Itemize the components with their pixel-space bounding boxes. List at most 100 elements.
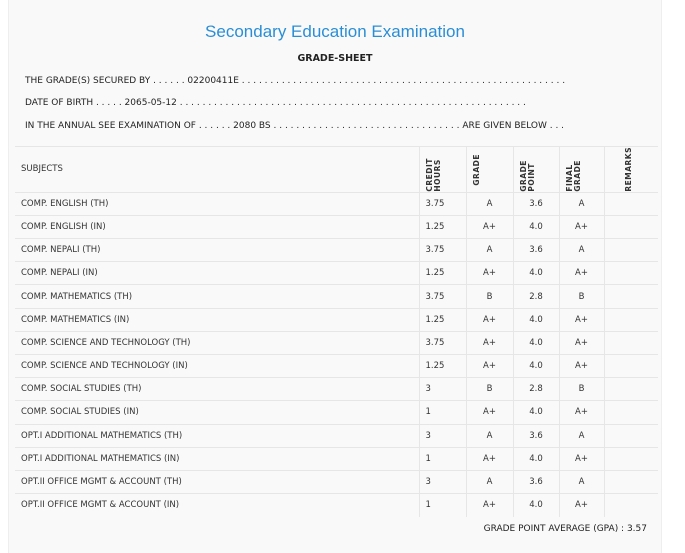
final-grade-cell: A — [558, 423, 604, 448]
final-grade-cell: A — [558, 191, 604, 216]
table-row: OPT.I ADDITIONAL MATHEMATICS (IN) 1 A+ 4.0 A… — [15, 446, 658, 471]
grade-point-cell: 3.6 — [512, 423, 559, 448]
credit-hours-cell: 1 — [418, 493, 466, 517]
header-credit-hours: CREDIT HOURS — [424, 158, 442, 192]
dob-line: DATE OF BIRTH . . . . . 2065-05-12 . . .… — [25, 98, 526, 108]
final-grade-cell: A — [558, 238, 604, 262]
subject-cell: COMP. MATHEMATICS (TH) — [15, 284, 419, 309]
table-row: OPT.I ADDITIONAL MATHEMATICS (TH) 3 A 3.6 A — [15, 423, 658, 448]
grade-sheet: Secondary Education Examination GRADE-SH… — [8, 0, 662, 553]
credit-hours-cell: 3.75 — [418, 330, 466, 355]
final-grade-cell: A+ — [558, 400, 604, 425]
credit-hours-cell: 1.25 — [418, 307, 466, 332]
grade-cell: A — [465, 238, 513, 262]
grade-point-cell: 2.8 — [512, 284, 559, 309]
table-row: OPT.II OFFICE MGMT & ACCOUNT (TH) 3 A 3.6 A — [15, 469, 658, 494]
remarks-cell — [603, 469, 658, 494]
header-grade-point: GRADE POINT — [518, 160, 536, 192]
table-row: COMP. NEPALI (TH) 3.75 A 3.6 A — [15, 238, 658, 262]
subject-cell: OPT.II OFFICE MGMT & ACCOUNT (IN) — [15, 493, 419, 517]
final-grade-cell: A+ — [558, 446, 604, 471]
final-grade-cell: B — [558, 284, 604, 309]
credit-hours-cell: 3 — [418, 423, 466, 448]
table-row: COMP. MATHEMATICS (IN) 1.25 A+ 4.0 A+ — [15, 307, 658, 332]
subject-cell: COMP. NEPALI (IN) — [15, 261, 419, 285]
final-grade-cell: A+ — [558, 214, 604, 239]
grade-point-cell: 4.0 — [512, 214, 559, 239]
student-id-line: THE GRADE(S) SECURED BY . . . . . . 0220… — [25, 76, 566, 86]
table-row: COMP. MATHEMATICS (TH) 3.75 B 2.8 B — [15, 284, 658, 309]
grade-point-cell: 4.0 — [512, 493, 559, 517]
exam-title: Secondary Education Examination — [205, 22, 465, 41]
remarks-cell — [603, 214, 658, 239]
credit-hours-cell: 3 — [418, 469, 466, 494]
subject-cell: COMP. MATHEMATICS (IN) — [15, 307, 419, 332]
subject-cell: OPT.II OFFICE MGMT & ACCOUNT (TH) — [15, 469, 419, 494]
grade-point-cell: 3.6 — [512, 191, 559, 216]
final-grade-cell: B — [558, 377, 604, 401]
table-row: COMP. SOCIAL STUDIES (IN) 1 A+ 4.0 A+ — [15, 400, 658, 425]
remarks-cell — [603, 330, 658, 355]
grade-cell: A+ — [465, 307, 513, 332]
grade-point-cell: 4.0 — [512, 400, 559, 425]
credit-hours-cell: 1 — [418, 400, 466, 425]
grade-point-cell: 4.0 — [512, 353, 559, 378]
grade-point-cell: 4.0 — [512, 446, 559, 471]
grade-point-cell: 2.8 — [512, 377, 559, 401]
remarks-cell — [603, 423, 658, 448]
grade-cell: B — [465, 377, 513, 401]
grade-cell: A+ — [465, 400, 513, 425]
grade-cell: A — [465, 469, 513, 494]
table-row: COMP. SOCIAL STUDIES (TH) 3 B 2.8 B — [15, 377, 658, 401]
grade-point-cell: 4.0 — [512, 261, 559, 285]
credit-hours-cell: 1.25 — [418, 261, 466, 285]
credit-hours-cell: 1.25 — [418, 214, 466, 239]
credit-hours-cell: 3 — [418, 377, 466, 401]
grade-cell: B — [465, 284, 513, 309]
sheet-subtitle: GRADE-SHEET — [297, 53, 373, 64]
header-grade: GRADE — [471, 153, 481, 186]
final-grade-cell: A+ — [558, 261, 604, 285]
subject-cell: COMP. SCIENCE AND TECHNOLOGY (TH) — [15, 330, 419, 355]
grade-cell: A — [465, 191, 513, 216]
remarks-cell — [603, 191, 658, 216]
remarks-cell — [603, 261, 658, 285]
credit-hours-cell: 1 — [418, 446, 466, 471]
gpa: GRADE POINT AVERAGE (GPA) : 3.57 — [483, 524, 647, 534]
subject-cell: COMP. SOCIAL STUDIES (TH) — [15, 377, 419, 401]
remarks-cell — [603, 353, 658, 378]
grade-cell: A+ — [465, 330, 513, 355]
exam-line: IN THE ANNUAL SEE EXAMINATION OF . . . .… — [25, 121, 565, 131]
remarks-cell — [603, 307, 658, 332]
subject-cell: COMP. ENGLISH (TH) — [15, 191, 419, 216]
credit-hours-cell: 3.75 — [418, 191, 466, 216]
remarks-cell — [603, 446, 658, 471]
grade-cell: A+ — [465, 353, 513, 378]
grade-cell: A+ — [465, 446, 513, 471]
table-row: COMP. ENGLISH (TH) 3.75 A 3.6 A — [15, 191, 658, 216]
credit-hours-cell: 3.75 — [418, 238, 466, 262]
remarks-cell — [603, 284, 658, 309]
header-remarks: REMARKS — [623, 147, 633, 192]
subject-cell: COMP. ENGLISH (IN) — [15, 214, 419, 239]
header-subjects: SUBJECTS — [15, 146, 419, 193]
remarks-cell — [603, 377, 658, 401]
header-final-grade: FINAL GRADE — [564, 160, 582, 192]
final-grade-cell: A — [558, 469, 604, 494]
credit-hours-cell: 1.25 — [418, 353, 466, 378]
grade-cell: A — [465, 423, 513, 448]
grade-point-cell: 3.6 — [512, 238, 559, 262]
credit-hours-cell: 3.75 — [418, 284, 466, 309]
grade-point-cell: 4.0 — [512, 330, 559, 355]
table-row: COMP. ENGLISH (IN) 1.25 A+ 4.0 A+ — [15, 214, 658, 239]
remarks-cell — [603, 493, 658, 517]
grade-point-cell: 4.0 — [512, 307, 559, 332]
subject-cell: OPT.I ADDITIONAL MATHEMATICS (IN) — [15, 446, 419, 471]
grade-cell: A+ — [465, 493, 513, 517]
subject-cell: COMP. SOCIAL STUDIES (IN) — [15, 400, 419, 425]
grade-cell: A+ — [465, 261, 513, 285]
subject-cell: COMP. NEPALI (TH) — [15, 238, 419, 262]
final-grade-cell: A+ — [558, 330, 604, 355]
grades-table: SUBJECTS CREDIT HOURS GRADE GRADE POINT … — [15, 146, 658, 517]
final-grade-cell: A+ — [558, 307, 604, 332]
